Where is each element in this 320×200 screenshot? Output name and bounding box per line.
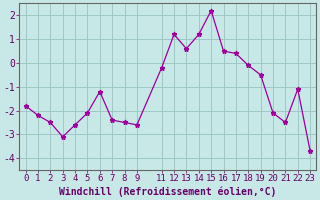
X-axis label: Windchill (Refroidissement éolien,°C): Windchill (Refroidissement éolien,°C) [59,186,276,197]
